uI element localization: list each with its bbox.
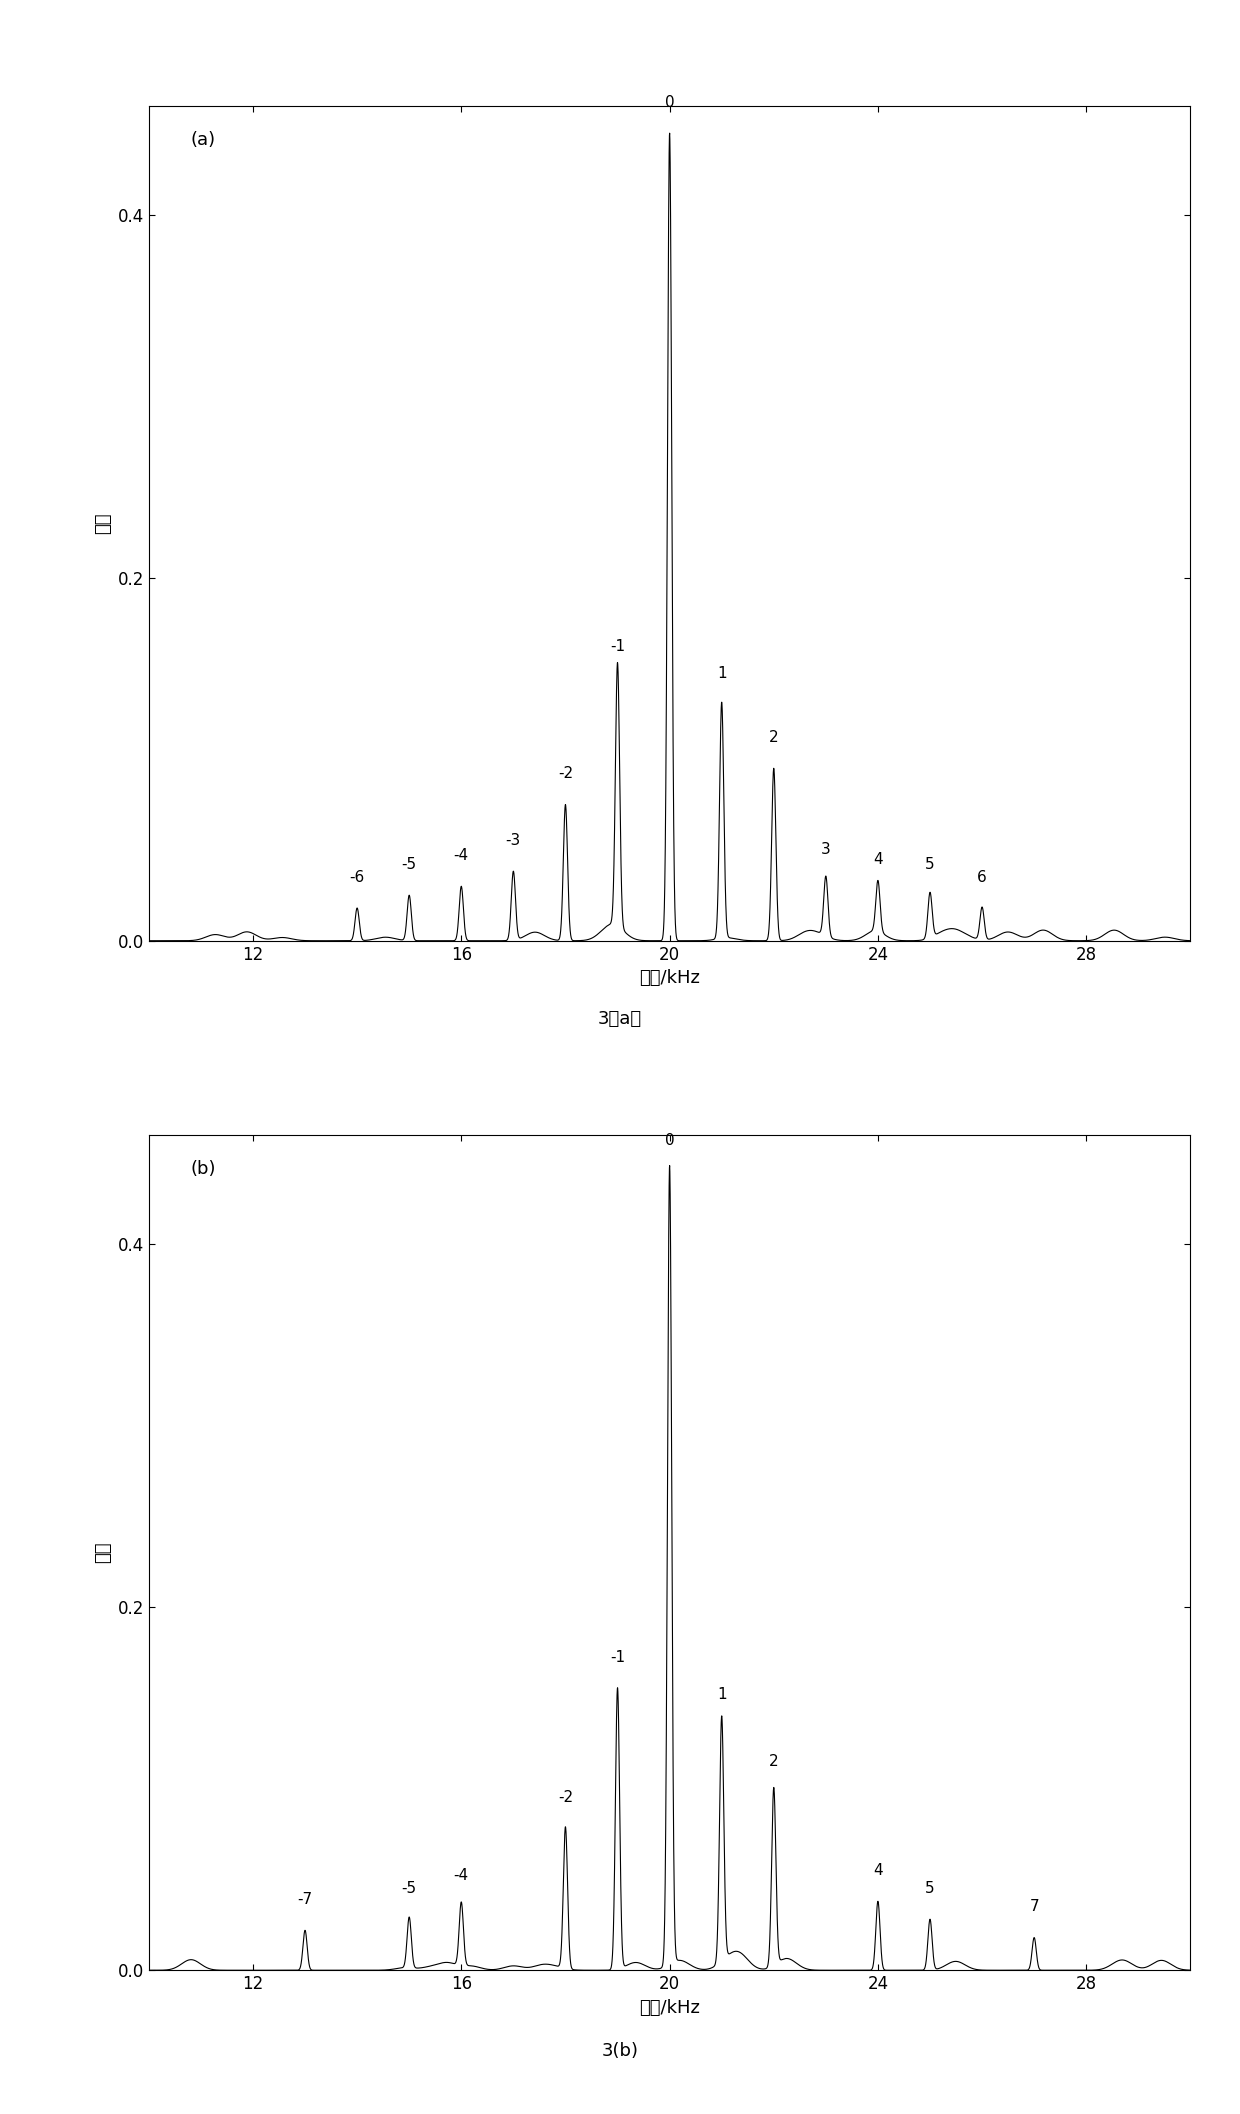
X-axis label: 频率/kHz: 频率/kHz xyxy=(639,1998,701,2017)
Text: 3（a）: 3（a） xyxy=(598,1010,642,1027)
Text: 5: 5 xyxy=(925,856,935,871)
Text: 3(b): 3(b) xyxy=(601,2042,639,2059)
Text: 0: 0 xyxy=(665,1133,675,1148)
Text: (b): (b) xyxy=(191,1161,216,1177)
Text: 4: 4 xyxy=(873,852,883,867)
Y-axis label: 幅値: 幅値 xyxy=(94,1541,112,1564)
Text: -2: -2 xyxy=(558,765,573,782)
Text: 1: 1 xyxy=(717,666,727,681)
Text: (a): (a) xyxy=(191,131,216,148)
Text: 2: 2 xyxy=(769,729,779,744)
Text: -1: -1 xyxy=(610,1651,625,1666)
X-axis label: 频率/kHz: 频率/kHz xyxy=(639,968,701,987)
Text: 7: 7 xyxy=(1029,1898,1039,1913)
Text: 0: 0 xyxy=(665,95,675,110)
Text: -4: -4 xyxy=(454,848,469,863)
Text: -1: -1 xyxy=(610,638,625,653)
Text: -5: -5 xyxy=(402,856,417,871)
Text: 4: 4 xyxy=(873,1862,883,1877)
Text: -2: -2 xyxy=(558,1791,573,1805)
Text: -6: -6 xyxy=(350,869,365,884)
Y-axis label: 幅値: 幅値 xyxy=(94,512,112,535)
Text: -4: -4 xyxy=(454,1869,469,1884)
Text: 6: 6 xyxy=(977,869,987,884)
Text: 5: 5 xyxy=(925,1881,935,1896)
Text: -5: -5 xyxy=(402,1881,417,1896)
Text: 2: 2 xyxy=(769,1755,779,1769)
Text: -7: -7 xyxy=(298,1892,312,1907)
Text: -3: -3 xyxy=(506,833,521,848)
Text: 3: 3 xyxy=(821,843,831,858)
Text: 1: 1 xyxy=(717,1687,727,1702)
